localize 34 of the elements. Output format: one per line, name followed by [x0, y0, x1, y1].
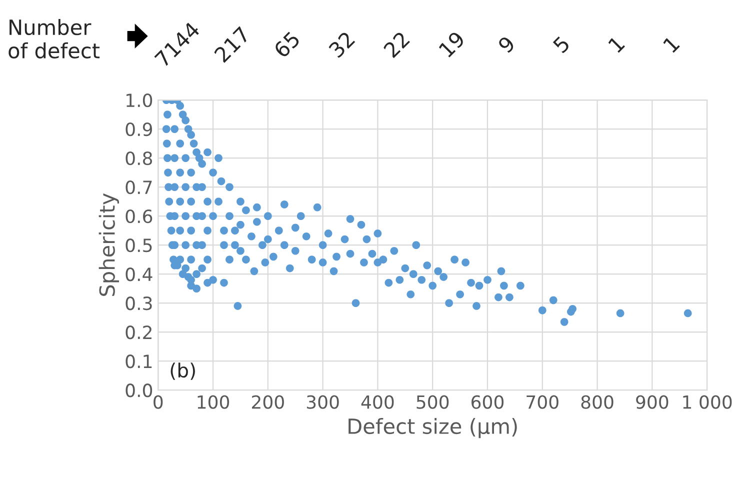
y-tick-label: 0.9 [126, 122, 152, 136]
text: Number of defect [8, 19, 100, 58]
x-tick-label: 400 [361, 395, 394, 409]
y-tick-label: 0.6 [126, 210, 152, 224]
x-tick-label: 700 [526, 395, 558, 409]
y-tick-label: 0.5 [126, 238, 152, 252]
x-tick-label: 0 [154, 395, 163, 409]
annotation: (b) [170, 362, 195, 380]
text: 19 [438, 30, 466, 58]
x-tick-label: 200 [252, 395, 284, 409]
y-tick-label: 0.3 [126, 296, 152, 310]
x-axis-title: Defect size (µm) [348, 418, 517, 438]
x-tick-label: 800 [581, 395, 614, 409]
y-tick-label: 0.1 [126, 354, 152, 368]
y-tick-label: 0.0 [126, 384, 152, 398]
y-tick-label: 0.8 [126, 152, 152, 166]
x-tick-label: 900 [636, 395, 668, 409]
x-tick-label: 1 000 [683, 395, 732, 409]
text: 1 [608, 36, 625, 53]
x-tick-label: 500 [416, 395, 449, 409]
text: 5 [552, 36, 570, 54]
y-axis-title: Sphericity [98, 193, 119, 296]
x-tick-label: 600 [472, 395, 504, 409]
text: 1 [662, 36, 680, 53]
y-tick-label: 1.0 [126, 94, 152, 108]
y-tick-label: 0.4 [126, 268, 152, 282]
text: 22 [382, 31, 410, 58]
text: 9 [497, 35, 516, 54]
y-tick-label: 0.2 [126, 326, 152, 340]
y-tick-label: 0.7 [126, 180, 152, 194]
text: 32 [328, 31, 356, 58]
x-tick-label: 100 [198, 395, 230, 409]
text: 65 [273, 30, 301, 58]
x-tick-label: 300 [306, 395, 339, 409]
